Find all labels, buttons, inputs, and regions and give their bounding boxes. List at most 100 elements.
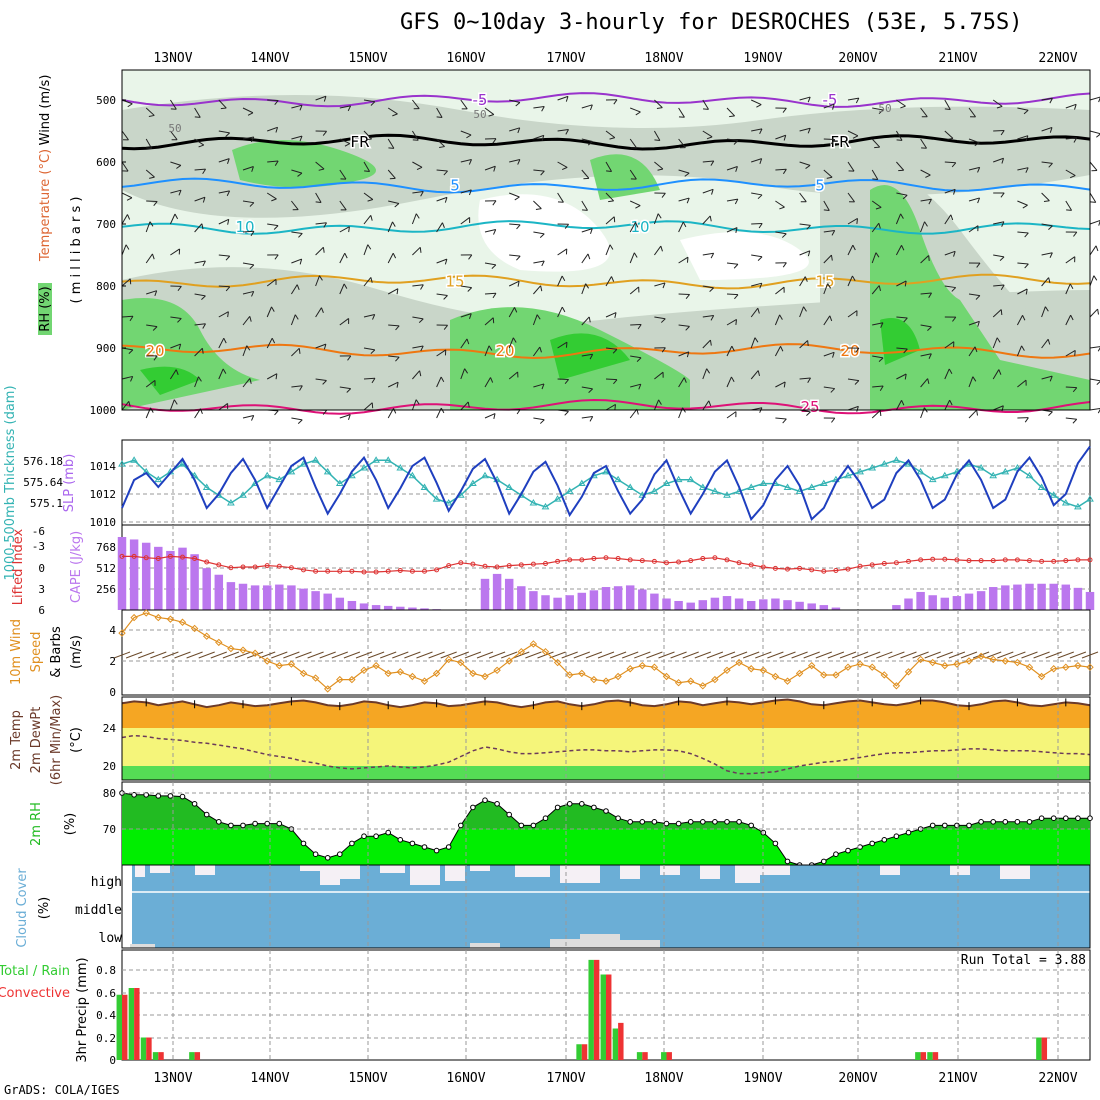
wind-barb-flag — [609, 244, 614, 250]
wind-barb-flag — [731, 345, 735, 352]
rh2m-point — [397, 837, 404, 843]
cloud-axis-label: Cloud Cover — [15, 868, 30, 948]
precip-total-bar — [152, 1052, 159, 1060]
wind-barb — [654, 282, 666, 287]
cape-bar — [517, 586, 526, 610]
rh2m-point — [131, 792, 137, 798]
wind-speed-point — [360, 666, 368, 675]
thickness-point — [807, 483, 816, 490]
thickness-point — [916, 467, 925, 475]
lifted-index-point — [845, 566, 851, 572]
wind-barb — [847, 378, 859, 382]
rh-region-7 — [590, 154, 660, 200]
thickness-point — [1025, 471, 1034, 479]
wind-barb-10m — [912, 651, 929, 659]
cloud-level-2: low — [99, 931, 123, 946]
wind-barb-10m — [803, 651, 820, 659]
wind-barb — [339, 105, 351, 109]
wind-speed-point — [348, 675, 356, 684]
rh2m-point — [905, 829, 912, 836]
wind-barb-flag — [1047, 339, 1051, 345]
cloud-high-gap — [195, 865, 215, 875]
cape-axis-label: CAPE (J/kg) — [69, 531, 84, 603]
wind-barb-flag — [1070, 175, 1076, 179]
wind-barb — [1016, 345, 1023, 357]
rh2m-point — [603, 808, 609, 814]
wind-barb — [944, 214, 952, 225]
wind-barb — [605, 404, 616, 411]
thickness-point — [1013, 464, 1022, 471]
page-title: GFS 0~10day 3-hourly for DESROCHES (53E,… — [400, 10, 1023, 35]
precip-tick-4: 0 — [109, 1054, 116, 1067]
wind-barb-flag — [613, 99, 618, 105]
wind-barb-flag — [372, 314, 376, 320]
wind-barb — [750, 370, 759, 380]
wind-barb-flag — [467, 401, 470, 408]
wind-barb — [194, 323, 206, 326]
wind-barb-flag — [466, 134, 472, 139]
pressure-tick-2: 700 — [96, 218, 116, 231]
wind-barb-10m — [186, 651, 203, 659]
wind-barb-flag — [589, 354, 594, 360]
wind-barb — [266, 278, 277, 287]
wind-barb — [920, 292, 932, 295]
wind-barb-flag — [781, 233, 787, 238]
wind-barb-flag — [443, 295, 448, 300]
precip-convective-bar — [642, 1052, 648, 1060]
wind-barb — [363, 314, 375, 318]
cape-bar — [1013, 584, 1022, 610]
wind-barb — [170, 343, 181, 349]
wind-barb-flag — [1024, 263, 1029, 269]
wind-speed-point — [190, 624, 199, 633]
wind-barb — [121, 214, 128, 225]
lifted-index-point — [664, 560, 669, 566]
cloud-high-gap — [950, 865, 970, 875]
wind-barb-flag — [493, 166, 496, 172]
wind-barb-flag — [1073, 231, 1078, 237]
wind-barb-flag — [274, 160, 279, 166]
wind-barb-flag — [1074, 104, 1077, 110]
wind-barb — [460, 313, 472, 318]
wind-barb-flag — [588, 388, 593, 394]
wind-barb — [557, 95, 569, 101]
wind-barb-flag — [875, 252, 880, 258]
wind-barb — [412, 370, 421, 380]
wind-barb-flag — [516, 255, 521, 261]
wind-barb — [1065, 314, 1072, 326]
rh2m-point — [663, 820, 670, 827]
wind-speed-point — [916, 655, 925, 664]
wind-barb — [533, 417, 545, 421]
rh2m-point — [191, 801, 198, 807]
rh2m-point — [833, 851, 839, 858]
wind-barb-flag — [225, 255, 231, 261]
rh-dry-region-1 — [680, 232, 809, 280]
wind-barb-flag — [706, 136, 713, 140]
wind-barb — [121, 99, 133, 105]
wind-barb — [1041, 126, 1053, 132]
wind-tick-1: 2 — [109, 655, 116, 668]
wind-barb — [726, 376, 732, 388]
thickness-point — [311, 456, 320, 463]
wind-barb — [291, 347, 300, 357]
wind-speed-point — [638, 661, 647, 670]
thickness-point — [553, 495, 562, 502]
lifted-index-point — [1051, 558, 1057, 564]
lifted-index-point — [470, 561, 476, 567]
cloud-high-gap — [410, 865, 440, 885]
wind-barb-10m — [1009, 651, 1026, 659]
wind-barb-flag — [564, 379, 569, 385]
wind-barb — [968, 225, 979, 233]
cape-bar — [976, 591, 986, 610]
lifted-index-point — [651, 558, 657, 564]
rh2m-point — [445, 844, 452, 850]
wind-barb-10m — [367, 651, 385, 659]
wind-barb — [1089, 245, 1097, 256]
cloud-high-gap — [560, 865, 600, 883]
rh-region-6 — [870, 185, 1090, 410]
isotherm-line-4 — [121, 273, 1091, 290]
wind-barb-flag — [656, 107, 663, 109]
lifted-index-point — [204, 559, 210, 565]
wind-speed-point — [130, 613, 138, 622]
wind-barb-flag — [561, 275, 566, 282]
wind-speed-point — [662, 672, 671, 681]
